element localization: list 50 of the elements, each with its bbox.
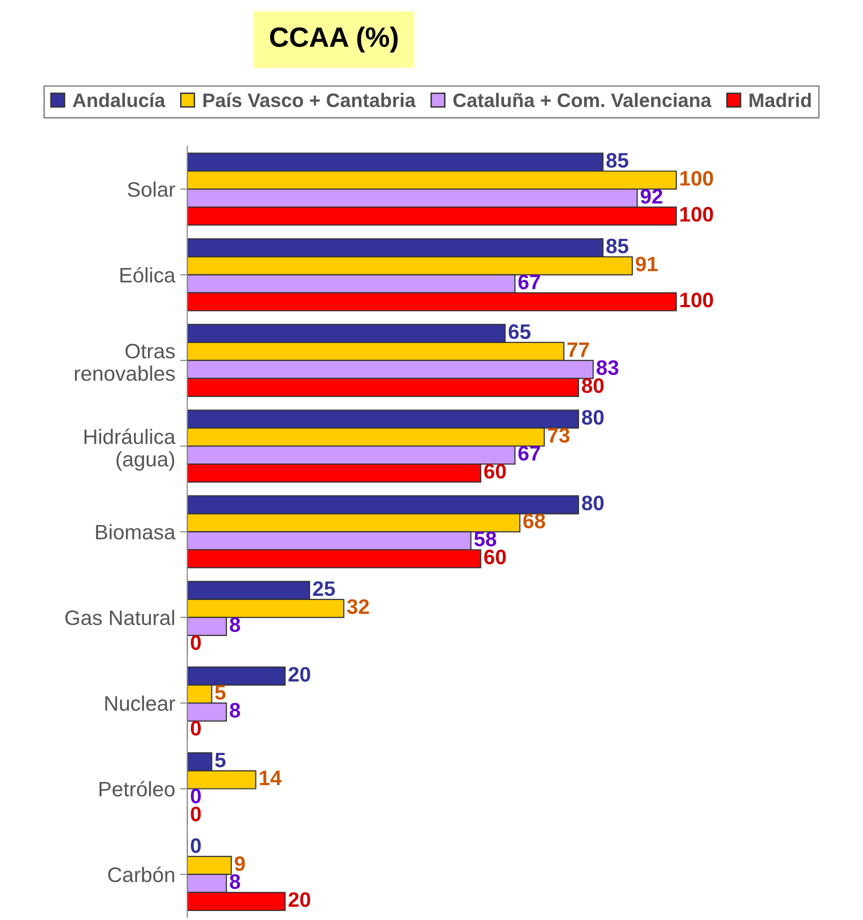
data-label: 80 xyxy=(582,496,604,510)
y-tick-label: Nuclear xyxy=(105,696,176,711)
data-label: 0 xyxy=(190,806,201,822)
data-label: 85 xyxy=(606,152,628,168)
data-label: 9 xyxy=(234,856,245,872)
data-label: 80 xyxy=(582,378,604,394)
data-label: 73 xyxy=(548,428,570,443)
data-label: 20 xyxy=(288,666,310,682)
data-label: 14 xyxy=(260,770,282,786)
data-label: 20 xyxy=(288,892,310,907)
data-label: 8 xyxy=(230,617,240,632)
y-tick-label: Otras renovables xyxy=(74,344,175,381)
data-label: 8 xyxy=(230,702,240,718)
data-label: 100 xyxy=(680,170,713,186)
data-label: 85 xyxy=(606,238,628,254)
data-label: 60 xyxy=(484,464,506,479)
y-tick-label: Hidráulica (agua) xyxy=(84,428,176,471)
data-label: 0 xyxy=(190,720,201,736)
data-label: 67 xyxy=(518,446,540,461)
data-label: 32 xyxy=(347,599,369,614)
data-label: 100 xyxy=(680,206,713,222)
data-label: 80 xyxy=(582,410,604,425)
legend-label: Cataluña + Com. Valenciana xyxy=(453,92,712,108)
data-label: 60 xyxy=(484,550,506,564)
y-tick-label: Carbón xyxy=(108,866,174,882)
data-label: 92 xyxy=(640,188,662,204)
data-label: 83 xyxy=(596,360,618,376)
data-label: 0 xyxy=(190,788,201,804)
data-label: 5 xyxy=(215,752,226,768)
data-label: 65 xyxy=(508,324,531,340)
data-label: 25 xyxy=(313,581,335,596)
data-label: 67 xyxy=(518,274,540,290)
y-tick-label: Biomasa xyxy=(96,524,176,540)
legend-label: Madrid xyxy=(750,92,811,108)
data-label: 91 xyxy=(636,256,658,272)
data-label: 68 xyxy=(523,514,546,528)
y-tick-label: Petróleo xyxy=(100,780,175,796)
data-label: 0 xyxy=(190,838,201,854)
data-label: 77 xyxy=(568,342,589,357)
data-label: 58 xyxy=(474,532,496,546)
chart-title: CCAA (%) xyxy=(270,26,398,53)
data-label: 0 xyxy=(190,635,201,650)
y-tick-label: Gas Natural xyxy=(65,610,174,626)
y-tick-label: Eólica xyxy=(120,266,176,283)
legend-label: Andalucía xyxy=(72,92,166,108)
data-label: 5 xyxy=(215,685,226,700)
legend-label: País Vasco + Cantabria xyxy=(203,92,416,108)
data-label: 8 xyxy=(230,874,240,889)
data-label: 100 xyxy=(680,292,713,308)
y-tick-label: Solar xyxy=(128,182,176,197)
